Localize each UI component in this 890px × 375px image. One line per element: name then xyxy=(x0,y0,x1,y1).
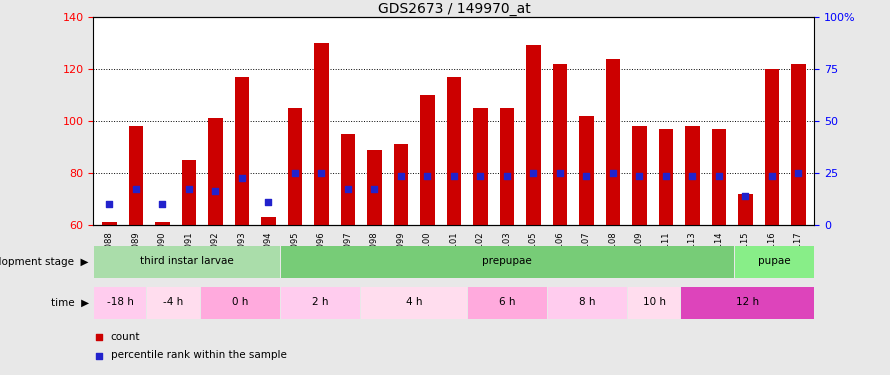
Point xyxy=(102,201,117,207)
Point xyxy=(526,170,540,176)
Point xyxy=(420,172,434,178)
Bar xyxy=(682,287,813,319)
Bar xyxy=(102,222,117,225)
Point xyxy=(314,170,328,176)
Bar xyxy=(579,116,594,225)
Bar xyxy=(341,134,355,225)
Point xyxy=(287,170,302,176)
Bar xyxy=(208,118,222,225)
Bar xyxy=(287,108,303,225)
Bar xyxy=(94,246,279,278)
Bar xyxy=(201,287,279,319)
Bar xyxy=(526,45,541,225)
Text: time  ▶: time ▶ xyxy=(51,298,89,308)
Point xyxy=(129,186,143,192)
Text: 10 h: 10 h xyxy=(643,297,666,307)
Bar xyxy=(261,217,276,225)
Bar xyxy=(361,287,466,319)
Text: 4 h: 4 h xyxy=(406,297,422,307)
Bar xyxy=(447,77,461,225)
Point xyxy=(155,201,169,207)
Point xyxy=(235,175,249,181)
Bar xyxy=(553,64,567,225)
Text: -18 h: -18 h xyxy=(107,297,134,307)
Text: 8 h: 8 h xyxy=(579,297,595,307)
Point xyxy=(606,170,620,176)
Point xyxy=(579,172,594,178)
Text: percentile rank within the sample: percentile rank within the sample xyxy=(110,351,287,360)
Bar xyxy=(791,64,805,225)
Point xyxy=(341,186,355,192)
Bar xyxy=(738,194,753,225)
Bar xyxy=(468,287,546,319)
Point xyxy=(765,172,779,178)
Text: -4 h: -4 h xyxy=(164,297,183,307)
Bar xyxy=(473,108,488,225)
Point xyxy=(384,267,399,273)
Bar xyxy=(548,287,627,319)
Point xyxy=(553,170,567,176)
Bar xyxy=(128,126,143,225)
Text: third instar larvae: third instar larvae xyxy=(140,256,234,266)
Point xyxy=(500,172,514,178)
Point xyxy=(447,172,461,178)
Bar xyxy=(367,150,382,225)
Bar xyxy=(155,222,170,225)
Point xyxy=(739,194,753,200)
Bar xyxy=(659,129,673,225)
Bar xyxy=(420,95,434,225)
Bar xyxy=(605,58,620,225)
Bar xyxy=(281,246,733,278)
Title: GDS2673 / 149970_at: GDS2673 / 149970_at xyxy=(377,2,530,16)
Text: count: count xyxy=(110,332,140,342)
Text: development stage  ▶: development stage ▶ xyxy=(0,256,89,267)
Bar xyxy=(94,287,146,319)
Bar xyxy=(393,144,409,225)
Bar xyxy=(281,287,360,319)
Bar xyxy=(685,126,700,225)
Bar xyxy=(499,108,514,225)
Point xyxy=(712,172,726,178)
Text: prepupae: prepupae xyxy=(482,256,532,266)
Point xyxy=(384,96,399,102)
Text: 6 h: 6 h xyxy=(499,297,515,307)
Bar xyxy=(148,287,199,319)
Point xyxy=(659,172,673,178)
Point xyxy=(632,172,646,178)
Point xyxy=(262,199,276,205)
Bar xyxy=(712,129,726,225)
Point xyxy=(182,186,196,192)
Point xyxy=(208,188,222,194)
Point xyxy=(393,172,408,178)
Text: pupae: pupae xyxy=(758,256,790,266)
Point xyxy=(791,170,805,176)
Bar xyxy=(765,69,780,225)
Text: 12 h: 12 h xyxy=(736,297,759,307)
Bar xyxy=(314,43,328,225)
Bar xyxy=(182,160,196,225)
Point xyxy=(685,172,700,178)
Text: 2 h: 2 h xyxy=(312,297,328,307)
Point xyxy=(368,186,382,192)
Bar xyxy=(735,246,813,278)
Text: 0 h: 0 h xyxy=(232,297,248,307)
Bar xyxy=(235,77,249,225)
Bar xyxy=(632,126,647,225)
Bar xyxy=(628,287,680,319)
Point xyxy=(473,172,488,178)
